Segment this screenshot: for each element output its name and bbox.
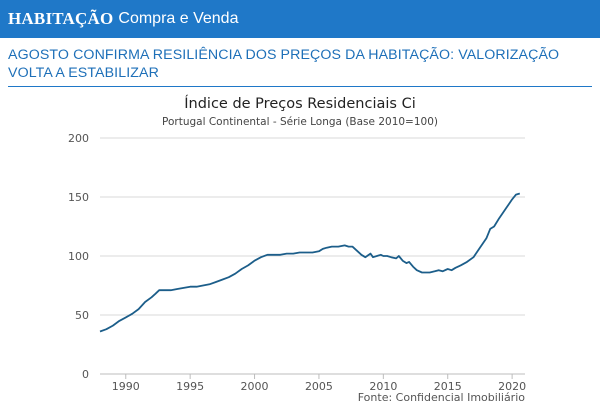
headline-divider bbox=[8, 86, 592, 87]
chart-source: Fonte: Confidencial Imobiliário bbox=[358, 391, 526, 404]
series-line-0 bbox=[99, 192, 521, 333]
x-tick-label: 2015 bbox=[434, 380, 462, 393]
x-tick-label: 2005 bbox=[305, 380, 333, 393]
price-index-chart: Índice de Preços Residenciais Ci Portuga… bbox=[68, 95, 526, 404]
y-tick-label: 100 bbox=[68, 250, 89, 263]
chart-subtitle: Portugal Continental - Série Longa (Base… bbox=[162, 116, 438, 128]
x-tick-label: 2010 bbox=[369, 380, 397, 393]
section-banner: HABITAÇÃO Compra e Venda bbox=[0, 0, 600, 38]
subsection-title[interactable]: Compra e Venda bbox=[118, 10, 239, 27]
gridlines bbox=[100, 137, 525, 375]
y-tick-label: 50 bbox=[75, 309, 89, 322]
y-tick-label: 150 bbox=[68, 191, 89, 204]
y-tick-label: 0 bbox=[82, 368, 89, 381]
x-tick-label: 1995 bbox=[176, 380, 204, 393]
x-tick-label: 2020 bbox=[498, 380, 526, 393]
chart-title: Índice de Preços Residenciais Ci bbox=[184, 95, 415, 112]
x-tick-label: 2000 bbox=[241, 380, 269, 393]
y-tick-label: 200 bbox=[68, 132, 89, 145]
x-tick-label: 1990 bbox=[112, 380, 140, 393]
series-group bbox=[99, 192, 521, 333]
y-axis-ticks: 0 50 100 150 200 bbox=[68, 132, 89, 381]
article-headline[interactable]: AGOSTO CONFIRMA RESILIÊNCIA DOS PREÇOS D… bbox=[8, 47, 560, 81]
x-axis-ticks: 1990 1995 2000 2005 2010 2015 2020 bbox=[112, 374, 526, 393]
section-title[interactable]: HABITAÇÃO bbox=[8, 9, 114, 28]
